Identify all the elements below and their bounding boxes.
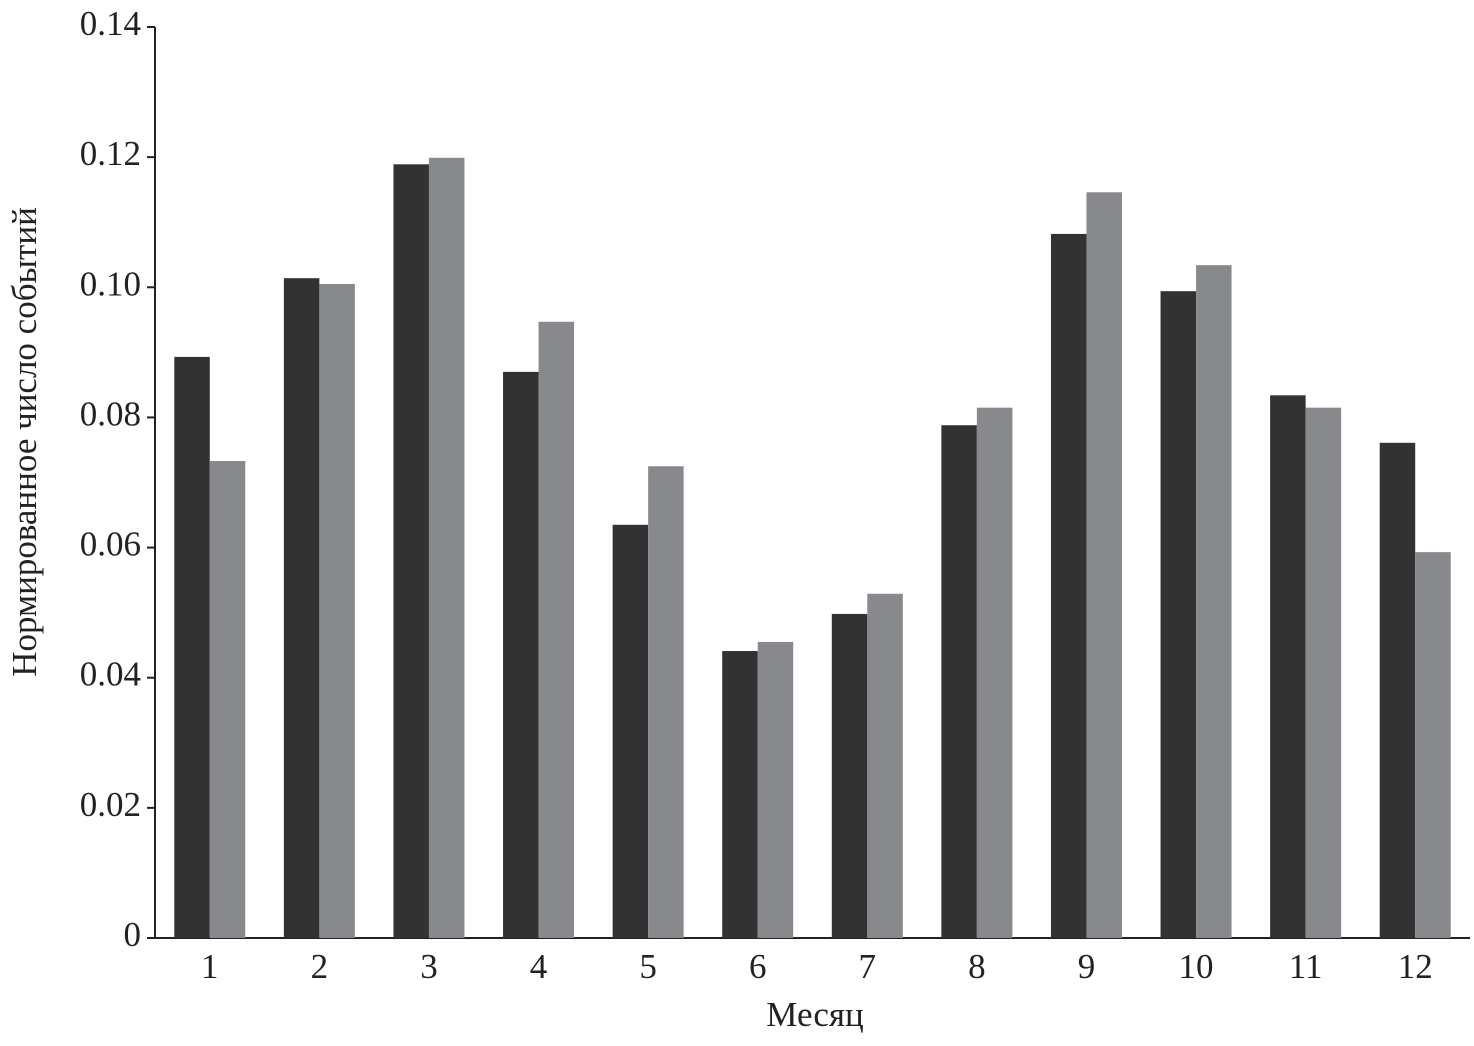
bar bbox=[503, 371, 539, 939]
y-tick-label: 0.14 bbox=[80, 4, 141, 43]
bar bbox=[209, 461, 246, 938]
y-axis-label: Нормированное число событий bbox=[5, 207, 44, 677]
bar bbox=[867, 593, 903, 938]
bar bbox=[831, 613, 868, 938]
x-tick-label: 6 bbox=[749, 947, 767, 986]
y-tick-label: 0.12 bbox=[80, 134, 141, 173]
bar bbox=[648, 466, 684, 938]
x-tick-label: 5 bbox=[639, 947, 657, 986]
bar bbox=[722, 651, 758, 938]
y-tick-label: 0.10 bbox=[80, 264, 141, 303]
bar bbox=[941, 425, 977, 938]
bar bbox=[174, 356, 210, 939]
x-axis-label: Месяц bbox=[766, 995, 863, 1034]
bar bbox=[428, 157, 465, 938]
x-tick-label: 7 bbox=[859, 947, 877, 986]
bar bbox=[976, 407, 1013, 938]
bar bbox=[538, 321, 575, 938]
x-tick-label: 1 bbox=[201, 947, 219, 986]
x-tick-label: 11 bbox=[1289, 947, 1323, 986]
y-tick-label: 0.04 bbox=[80, 655, 141, 694]
bar bbox=[1415, 552, 1451, 938]
bar bbox=[283, 278, 320, 938]
x-tick-label: 10 bbox=[1179, 947, 1214, 986]
x-tick-label: 4 bbox=[530, 947, 548, 986]
x-tick-label: 3 bbox=[420, 947, 438, 986]
bar bbox=[1305, 407, 1342, 938]
bar bbox=[1086, 192, 1122, 938]
x-tick-label: 12 bbox=[1398, 947, 1433, 986]
bar bbox=[1270, 395, 1306, 938]
y-tick-label: 0 bbox=[124, 915, 142, 954]
bar bbox=[757, 641, 794, 938]
x-tick-label: 9 bbox=[1078, 947, 1096, 986]
bar bbox=[393, 164, 429, 938]
x-tick-label: 8 bbox=[968, 947, 986, 986]
bar bbox=[1196, 265, 1232, 938]
bar bbox=[319, 284, 355, 939]
x-tick-label: 2 bbox=[311, 947, 329, 986]
bar bbox=[1379, 442, 1416, 938]
bar bbox=[612, 524, 649, 938]
y-tick-label: 0.02 bbox=[80, 785, 141, 824]
bar bbox=[1160, 291, 1197, 938]
y-tick-label: 0.06 bbox=[80, 525, 141, 564]
y-tick-label: 0.08 bbox=[80, 394, 141, 433]
bar bbox=[1050, 233, 1087, 939]
